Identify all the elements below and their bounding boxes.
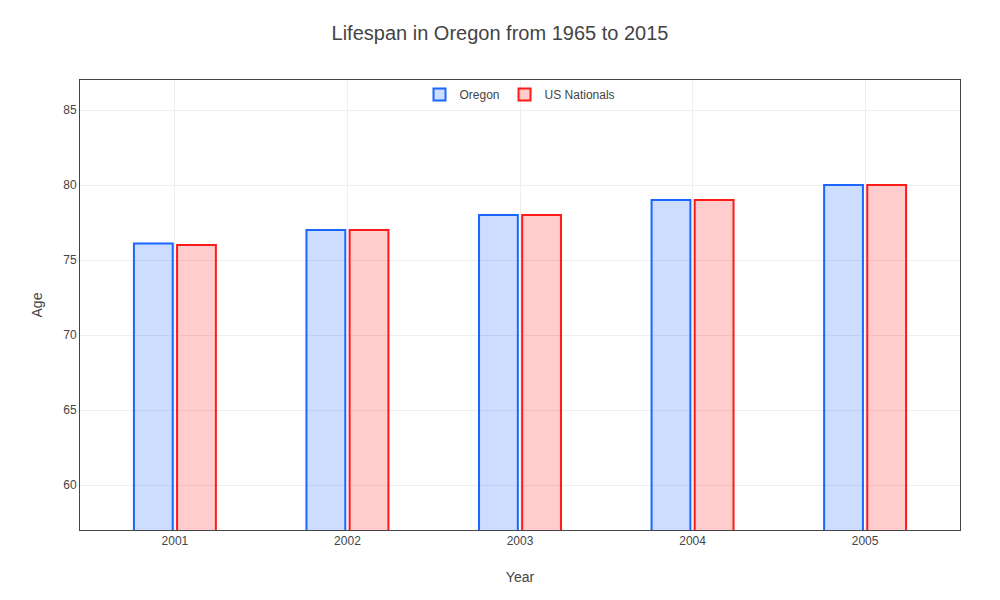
svg-text:Year: Year [506, 569, 535, 585]
svg-text:Oregon: Oregon [460, 88, 500, 102]
svg-text:US Nationals: US Nationals [545, 88, 615, 102]
svg-text:60: 60 [63, 478, 77, 492]
svg-text:Age: Age [29, 292, 45, 317]
svg-text:80: 80 [63, 178, 77, 192]
svg-text:70: 70 [63, 328, 77, 342]
svg-text:2005: 2005 [852, 534, 879, 548]
svg-text:2002: 2002 [334, 534, 361, 548]
svg-text:85: 85 [63, 103, 77, 117]
svg-text:Lifespan in Oregon from 1965 t: Lifespan in Oregon from 1965 to 2015 [332, 22, 669, 44]
svg-text:65: 65 [63, 403, 77, 417]
svg-text:2001: 2001 [162, 534, 189, 548]
svg-text:2003: 2003 [507, 534, 534, 548]
svg-text:2004: 2004 [679, 534, 706, 548]
svg-text:75: 75 [63, 253, 77, 267]
